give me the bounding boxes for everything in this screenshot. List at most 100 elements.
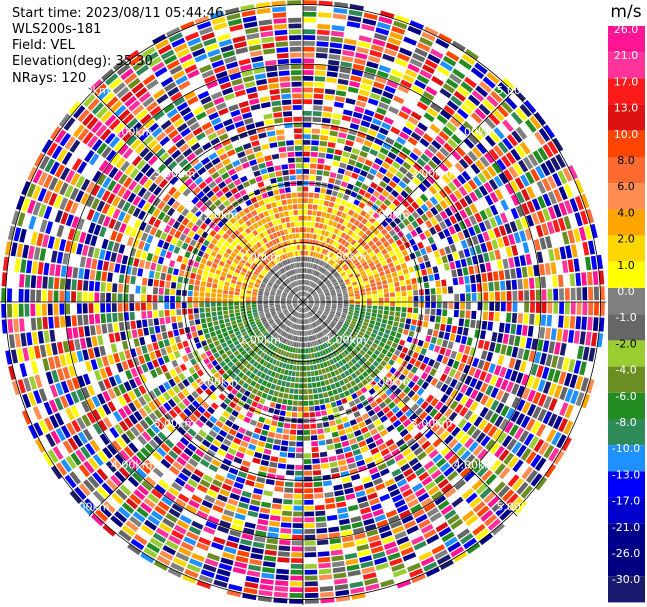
ppi-gate (500, 344, 507, 355)
ppi-gate (70, 241, 78, 254)
ppi-gate (404, 255, 411, 262)
ppi-gate (479, 370, 487, 381)
ppi-gate (231, 279, 237, 284)
ppi-gate (221, 380, 229, 388)
ppi-gate (488, 178, 499, 191)
ppi-gate (530, 363, 539, 376)
ppi-gate (370, 332, 377, 339)
ppi-gate (365, 229, 372, 236)
ppi-gate (156, 333, 163, 341)
ppi-gate (359, 555, 373, 563)
ppi-gate (361, 298, 366, 302)
ppi-gate (328, 220, 334, 226)
ppi-gate (320, 302, 326, 305)
ppi-gate (349, 246, 356, 253)
ppi-gate (342, 220, 349, 226)
ppi-gate (96, 187, 106, 199)
ppi-gate (92, 454, 104, 467)
ppi-gate (230, 233, 237, 240)
ppi-gate (340, 61, 353, 68)
ppi-gate (362, 277, 369, 282)
ppi-gate (115, 232, 124, 243)
ppi-gate (419, 232, 427, 241)
ppi-gate (149, 412, 159, 423)
ppi-gate (326, 326, 331, 332)
ppi-gate (377, 285, 383, 290)
ppi-gate (123, 463, 135, 475)
ppi-gate (365, 487, 376, 495)
ppi-gate (143, 179, 153, 189)
ppi-gate (119, 449, 130, 462)
ppi-gate (484, 514, 498, 527)
ppi-gate (117, 395, 127, 407)
ppi-gate (324, 218, 330, 225)
ppi-gate (381, 161, 391, 170)
ppi-gate (237, 251, 244, 258)
ppi-gate (330, 549, 343, 556)
ppi-gate (353, 328, 360, 334)
ppi-gate (384, 363, 392, 371)
ppi-gate (497, 141, 509, 154)
ppi-gate (353, 270, 359, 276)
ppi-gate (96, 200, 106, 212)
ppi-gate (325, 335, 330, 340)
ppi-gate (414, 250, 422, 258)
ppi-gate (281, 294, 287, 297)
ppi-gate (131, 267, 138, 276)
ppi-gate (461, 53, 476, 66)
ppi-gate (352, 249, 359, 255)
ppi-gate (146, 361, 154, 371)
ppi-gate (315, 265, 319, 270)
ppi-gate (269, 303, 274, 306)
ppi-gate (266, 284, 272, 288)
ppi-gate (329, 48, 342, 55)
ppi-gate (336, 265, 341, 271)
ppi-gate (306, 318, 309, 324)
ppi-gate (142, 319, 148, 328)
ppi-gate (59, 278, 66, 290)
ppi-gate (114, 263, 121, 273)
ppi-gate (263, 304, 269, 307)
ppi-gate (72, 327, 79, 339)
ppi-gate (36, 275, 43, 289)
ppi-gate (575, 392, 585, 407)
ppi-gate (360, 426, 369, 434)
ppi-gate (520, 216, 529, 229)
ppi-gate (437, 33, 453, 44)
ppi-gate (221, 327, 227, 333)
ppi-gate (257, 297, 263, 300)
ppi-gate (393, 141, 403, 150)
ppi-gate (313, 284, 317, 289)
ppi-gate (464, 375, 473, 386)
ppi-gate (473, 224, 481, 235)
ppi-gate (363, 321, 369, 327)
ppi-gate (361, 356, 368, 363)
ppi-gate (460, 81, 474, 93)
ppi-gate (325, 294, 331, 297)
ppi-gate (372, 302, 378, 306)
ppi-gate (247, 340, 254, 346)
ppi-gate (227, 269, 234, 275)
ppi-gate (229, 265, 236, 272)
ppi-gate (364, 343, 371, 349)
ppi-gate (506, 134, 518, 147)
ppi-gate (581, 393, 591, 409)
ppi-gate (324, 348, 329, 354)
ppi-gate (369, 123, 380, 132)
ppi-gate (372, 360, 380, 367)
ppi-gate (242, 255, 249, 261)
ppi-gate (272, 285, 278, 289)
ppi-gate (263, 302, 269, 305)
ppi-gate (483, 252, 490, 263)
ppi-gate (50, 465, 63, 480)
ppi-gate (506, 302, 512, 312)
ppi-gate (184, 483, 196, 493)
ppi-gate (308, 245, 312, 251)
ppi-gate (294, 295, 299, 299)
ppi-gate (525, 337, 533, 349)
ppi-gate (233, 272, 239, 277)
ppi-gate (38, 388, 48, 402)
ppi-gate (276, 427, 283, 434)
ppi-gate (357, 215, 364, 222)
ppi-gate (510, 148, 521, 161)
